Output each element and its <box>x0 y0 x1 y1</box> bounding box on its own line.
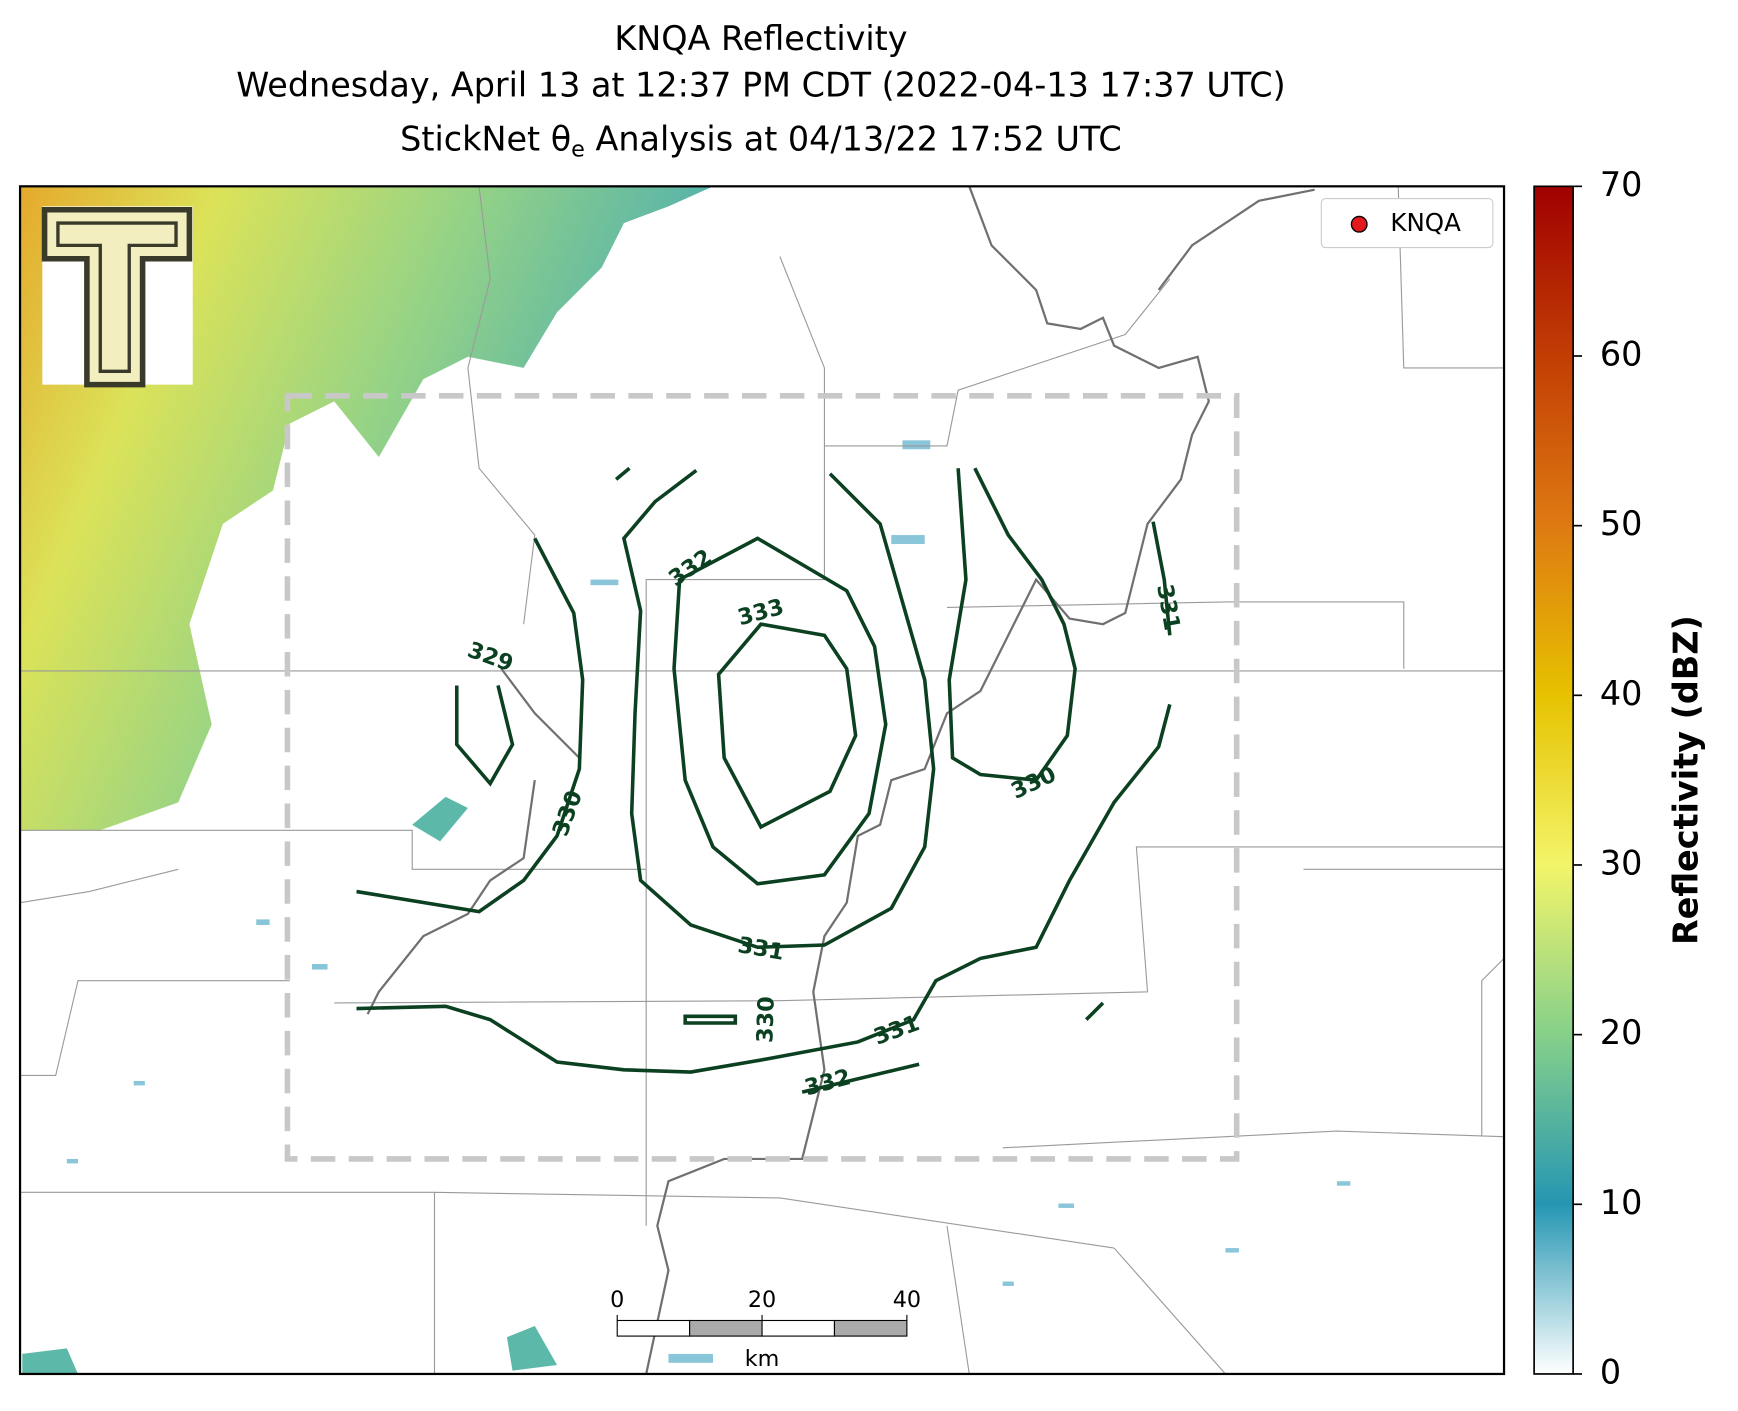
colorbar: Reflectivity (dBZ) 0 10 20 30 40 50 60 70 <box>1533 165 1705 1391</box>
contour-label: 330 <box>752 996 780 1043</box>
title-part: Analysis at 04/13/22 17:52 UTC <box>585 119 1122 158</box>
colorbar-tick-label: 30 <box>1600 843 1643 882</box>
logo-t <box>41 206 193 388</box>
colorbar-tick-label: 10 <box>1600 1183 1643 1222</box>
river <box>366 185 1315 1375</box>
logo <box>41 206 193 388</box>
contours <box>356 466 1172 1094</box>
scale-segment <box>616 1319 691 1337</box>
colorbar-label: Reflectivity (dBZ) <box>1666 615 1705 945</box>
logo-t-inner <box>56 221 178 373</box>
title-line: StickNet θe Analysis at 04/13/22 17:52 U… <box>400 119 1122 162</box>
map-frame <box>18 185 1506 1376</box>
colorbar-tick-label: 20 <box>1600 1013 1643 1052</box>
scale-segment <box>833 1319 908 1337</box>
title-line: Wednesday, April 13 at 12:37 PM CDT (202… <box>236 66 1285 105</box>
colorbar-fill <box>1533 185 1574 1375</box>
scale-tick-label: 0 <box>610 1287 624 1313</box>
scale-segment <box>689 1319 763 1337</box>
analysis-domain <box>284 392 1240 1162</box>
scale-tick-label: 40 <box>893 1287 921 1313</box>
legend-marker <box>1350 215 1368 233</box>
speckle <box>66 440 1351 1363</box>
legend-box <box>1320 198 1494 249</box>
colorbar-tick-label: 60 <box>1600 334 1643 373</box>
scale-tick-label: 20 <box>748 1287 776 1313</box>
title-line: KNQA Reflectivity <box>614 19 907 58</box>
scale-bar: km 0 20 40 <box>610 1287 921 1372</box>
legend-label: KNQA <box>1390 208 1461 237</box>
colorbar-tick-label: 0 <box>1600 1352 1621 1391</box>
colorbar-tick-label: 40 <box>1600 674 1643 713</box>
legend: KNQA <box>1320 198 1494 249</box>
title-part: StickNet θ <box>400 119 571 158</box>
colorbar-tick-label: 70 <box>1600 165 1643 204</box>
colorbar-tick-label: 50 <box>1600 504 1643 543</box>
title-subscript: e <box>571 136 585 162</box>
radar-echo <box>20 186 714 831</box>
scale-unit: km <box>745 1346 780 1372</box>
scale-segment <box>761 1319 836 1337</box>
